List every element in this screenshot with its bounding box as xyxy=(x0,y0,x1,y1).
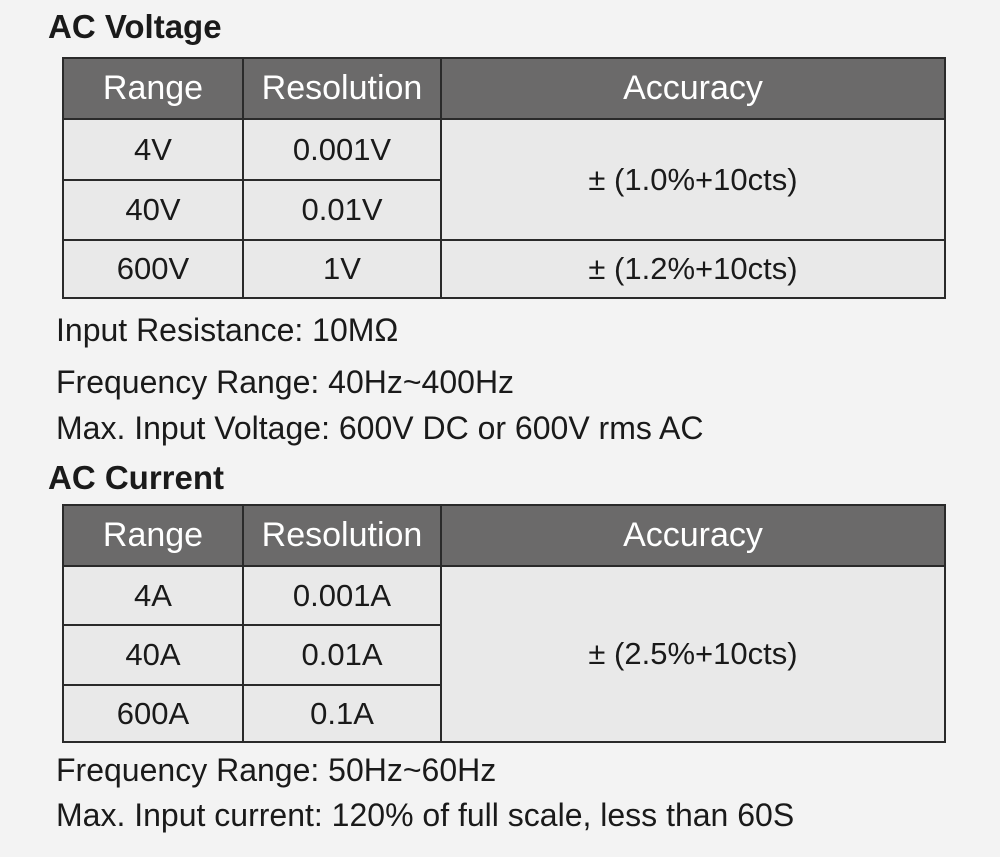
table-row: 40V 0.01V xyxy=(62,179,945,241)
header-range: Range xyxy=(62,504,244,567)
ac-current-table: Range Resolution Accuracy 4A 0.001A ± (2… xyxy=(62,504,946,743)
resolution-cell: 0.01V xyxy=(242,179,442,241)
resolution-cell: 1V xyxy=(242,239,442,299)
range-cell: 40V xyxy=(62,179,244,241)
table-row: 4V 0.001V ± (1.0%+10cts) xyxy=(62,118,946,241)
table-header: Range Resolution Accuracy xyxy=(62,504,946,567)
range-cell: 600A xyxy=(62,684,244,743)
section-title-ac-current: AC Current xyxy=(48,459,225,496)
range-cell: 4A xyxy=(62,565,244,626)
accuracy-cell: ± (1.0%+10cts) xyxy=(440,118,946,241)
range-cell: 40A xyxy=(62,624,244,686)
table-header: Range Resolution Accuracy xyxy=(62,57,946,120)
table-row: 40A 0.01A xyxy=(62,624,945,686)
table-row: 600A 0.1A xyxy=(62,684,945,743)
table-row: 600V 1V ± (1.2%+10cts) xyxy=(62,239,946,299)
resolution-cell: 0.1A xyxy=(242,684,442,743)
resolution-cell: 0.001V xyxy=(242,118,442,181)
note-max-input-current: Max. Input current: 120% of full scale, … xyxy=(56,797,795,833)
range-cell: 600V xyxy=(62,239,244,299)
note-input-resistance: Input Resistance: 10MΩ xyxy=(56,312,399,348)
accuracy-cell: ± (2.5%+10cts) xyxy=(440,565,946,743)
header-resolution: Resolution xyxy=(242,57,442,120)
ac-voltage-table: Range Resolution Accuracy 4V 0.001V ± (1… xyxy=(62,57,946,299)
header-accuracy: Accuracy xyxy=(440,504,946,567)
accuracy-cell: ± (1.2%+10cts) xyxy=(440,239,946,299)
section-title-ac-voltage: AC Voltage xyxy=(48,8,222,45)
header-resolution: Resolution xyxy=(242,504,442,567)
table-row: 4A 0.001A ± (2.5%+10cts) xyxy=(62,565,946,743)
resolution-cell: 0.01A xyxy=(242,624,442,686)
note-max-input-voltage: Max. Input Voltage: 600V DC or 600V rms … xyxy=(56,410,704,446)
note-frequency-range: Frequency Range: 40Hz~400Hz xyxy=(56,364,515,400)
header-accuracy: Accuracy xyxy=(440,57,946,120)
note-frequency-range: Frequency Range: 50Hz~60Hz xyxy=(56,752,497,788)
range-cell: 4V xyxy=(62,118,244,181)
resolution-cell: 0.001A xyxy=(242,565,442,626)
header-range: Range xyxy=(62,57,244,120)
